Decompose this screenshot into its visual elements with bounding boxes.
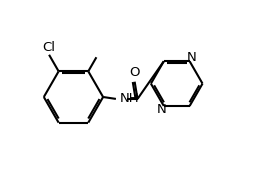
Text: Cl: Cl (43, 41, 56, 54)
Text: N: N (187, 51, 197, 64)
Text: N: N (157, 103, 167, 116)
Text: O: O (129, 66, 140, 79)
Text: NH: NH (119, 92, 139, 105)
